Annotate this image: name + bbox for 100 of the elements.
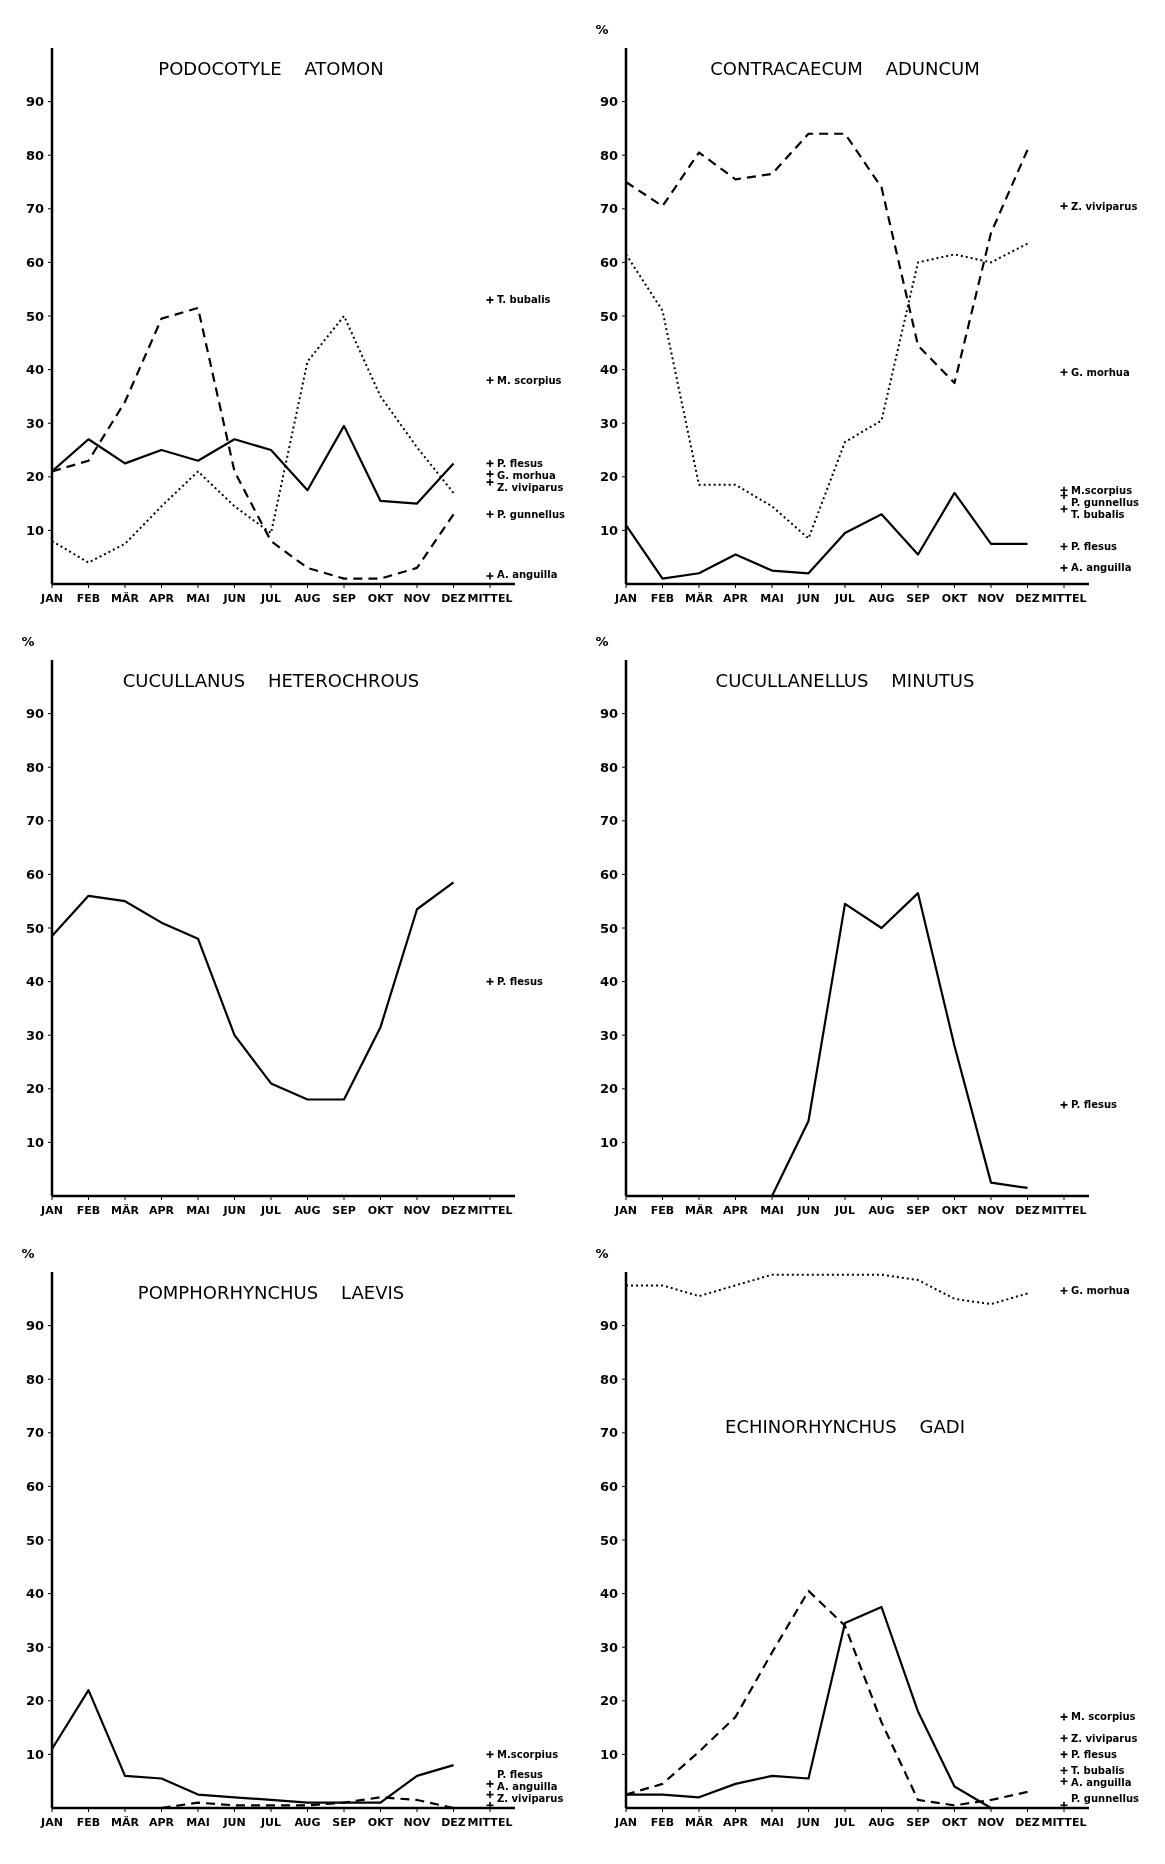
y-tick-label: 60 (599, 1478, 618, 1494)
series-label: A. anguilla (1071, 562, 1132, 574)
text: POMPHORHYNCHUS LAEVIS (137, 1281, 405, 1303)
x-tick-label: JAN (614, 592, 637, 605)
y-tick-label: 90 (599, 706, 618, 722)
x-tick-label: JUN (222, 1816, 246, 1829)
y-tick-label: 80 (599, 147, 618, 163)
y-axis-title: % (595, 1246, 609, 1261)
y-tick-label: 20 (25, 469, 44, 485)
x-tick-label: JUL (259, 1816, 282, 1829)
x-tick-label: JAN (614, 1816, 637, 1829)
y-tick-label: 50 (25, 920, 44, 936)
series-label: M. scorpius (1071, 1711, 1136, 1723)
x-tick-label: JUN (222, 1204, 246, 1217)
x-tick-label: MITTEL (467, 592, 513, 605)
x-tick-label: MITTEL (1041, 592, 1087, 605)
x-tick-label: SEP (906, 1816, 930, 1829)
text: CUCULLANELLUS MINUTUS (715, 669, 975, 691)
y-tick-label: 70 (599, 1425, 618, 1441)
x-tick-label: SEP (332, 592, 356, 605)
text: ECHINORHYNCHUS GADI (725, 1415, 965, 1437)
x-tick-label: MITTEL (467, 1816, 513, 1829)
x-tick-label: AUG (868, 592, 895, 605)
series-label: P. flesus (497, 976, 544, 988)
x-tick-label: NOV (977, 1816, 1005, 1829)
x-tick-label: OKT (941, 1816, 968, 1829)
y-tick-label: 70 (599, 813, 618, 829)
y-tick-label: 20 (25, 1081, 44, 1097)
y-tick-label: 10 (599, 1746, 618, 1762)
x-tick-label: MAI (186, 592, 210, 605)
x-tick-label: AUG (294, 1816, 321, 1829)
y-axis-title: % (21, 1246, 35, 1261)
x-tick-label: AUG (868, 1204, 895, 1217)
y-tick-label: 80 (25, 1371, 44, 1387)
x-tick-label: MÄR (111, 1203, 140, 1217)
x-tick-label: AUG (868, 1816, 895, 1829)
y-tick-label: 50 (599, 308, 618, 324)
x-tick-label: SEP (332, 1204, 356, 1217)
series-label: M.scorpius (497, 1748, 559, 1760)
x-tick-label: JAN (40, 1204, 63, 1217)
y-axis-title: % (21, 634, 35, 649)
y-tick-label: 30 (25, 1639, 44, 1655)
x-tick-label: FEB (650, 1816, 675, 1829)
y-axis-title: % (595, 634, 609, 649)
series-label: P. gunnellus (497, 508, 566, 520)
x-tick-label: SEP (906, 1204, 930, 1217)
x-tick-label: OKT (367, 1204, 394, 1217)
y-tick-label: 50 (599, 1532, 618, 1548)
x-tick-label: OKT (941, 592, 968, 605)
x-tick-label: OKT (367, 1816, 394, 1829)
y-tick-label: 50 (25, 308, 44, 324)
y-tick-label: 20 (599, 1081, 618, 1097)
y-tick-label: 40 (599, 1586, 618, 1602)
series-label: P. flesus (497, 457, 544, 469)
x-tick-label: OKT (941, 1204, 968, 1217)
series-label: G. morhua (1071, 366, 1130, 378)
x-tick-label: MÄR (685, 591, 714, 605)
x-tick-label: NOV (977, 1204, 1005, 1217)
x-tick-label: FEB (650, 1204, 675, 1217)
series-label: T. bubalis (1071, 508, 1125, 520)
x-tick-label: JUL (833, 592, 856, 605)
series-label: P. flesus (1071, 1099, 1118, 1111)
y-tick-label: 80 (599, 759, 618, 775)
y-tick-label: 10 (25, 522, 44, 538)
y-tick-label: 30 (25, 415, 44, 431)
series-label: P. gunnellus (1071, 1792, 1140, 1804)
x-tick-label: MAI (760, 1816, 784, 1829)
y-tick-label: 50 (25, 1532, 44, 1548)
y-tick-label: 10 (599, 522, 618, 538)
x-tick-label: APR (722, 592, 749, 605)
x-tick-label: APR (148, 1816, 175, 1829)
series-label: A. anguilla (497, 568, 558, 580)
x-tick-label: SEP (332, 1816, 356, 1829)
series-label: T. bubalis (1071, 1764, 1125, 1776)
y-tick-label: 60 (25, 254, 44, 270)
x-tick-label: DEZ (441, 592, 466, 605)
x-tick-label: DEZ (1015, 592, 1040, 605)
series-label: P. flesus (497, 1768, 544, 1780)
x-tick-label: FEB (76, 1204, 101, 1217)
x-tick-label: JUL (259, 1204, 282, 1217)
x-tick-label: NOV (403, 1204, 431, 1217)
x-tick-label: MITTEL (467, 1204, 513, 1217)
y-tick-label: 40 (25, 974, 44, 990)
y-tick-label: 70 (599, 201, 618, 217)
series-label: T. bubalis (497, 294, 551, 306)
x-tick-label: APR (148, 1204, 175, 1217)
series-label: G. morhua (497, 469, 556, 481)
y-tick-label: 80 (25, 759, 44, 775)
y-tick-label: 10 (599, 1134, 618, 1150)
x-tick-label: DEZ (441, 1816, 466, 1829)
y-tick-label: 30 (599, 1639, 618, 1655)
y-tick-label: 60 (25, 1478, 44, 1494)
x-tick-label: DEZ (441, 1204, 466, 1217)
y-tick-label: 70 (25, 1425, 44, 1441)
series-label: A. anguilla (1071, 1776, 1132, 1788)
x-tick-label: MAI (760, 592, 784, 605)
series-label: G. morhua (1071, 1285, 1130, 1297)
y-tick-label: 40 (599, 362, 618, 378)
y-tick-label: 40 (25, 362, 44, 378)
x-tick-label: MITTEL (1041, 1816, 1087, 1829)
